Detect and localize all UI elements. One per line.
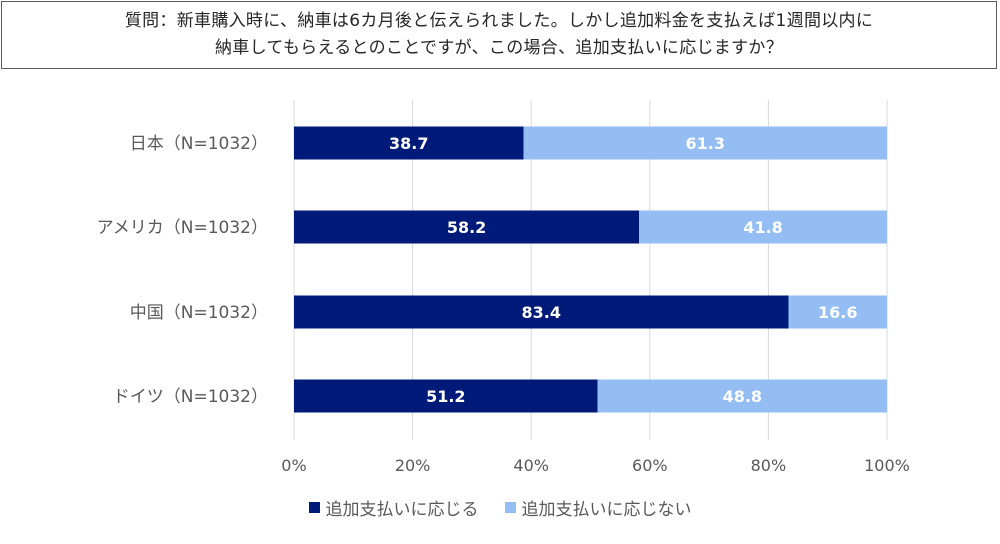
category-label: ドイツ（N=1032）	[113, 387, 268, 407]
bar-accept	[294, 295, 789, 329]
bar-accept	[294, 379, 598, 413]
question-box: 質問：新車購入時に、納車は6カ月後と伝えられました。しかし追加料金を支払えば1週…	[1, 1, 997, 69]
x-tick-label: 60%	[632, 456, 668, 475]
data-label: 83.4	[522, 303, 561, 322]
data-label: 38.7	[389, 134, 428, 153]
bar-decline	[639, 210, 887, 244]
labels: 0% 20% 40% 60% 80% 100% 日本（N=1032） アメリカ（N=1032）…	[97, 134, 910, 475]
x-tick-label: 100%	[864, 456, 910, 475]
category-label: 日本（N=1032）	[130, 134, 268, 154]
data-label: 41.8	[743, 218, 782, 237]
bar-decline	[788, 295, 887, 329]
legend-label-decline: 追加支払いに応じない	[521, 500, 692, 520]
x-tick-label: 0%	[281, 456, 306, 475]
legend: 追加支払いに応じる 追加支払いに応じない	[0, 495, 1000, 520]
x-tick-label: 80%	[751, 456, 787, 475]
data-label: 16.6	[818, 303, 857, 322]
bars	[294, 126, 887, 413]
legend-swatch-accept	[308, 502, 320, 513]
bar-accept	[294, 126, 524, 160]
legend-item-decline: 追加支払いに応じない	[504, 495, 692, 520]
data-label: 48.8	[723, 387, 762, 406]
category-label: アメリカ（N=1032）	[97, 218, 268, 238]
x-tick-label: 20%	[395, 456, 431, 475]
question-line-2: 納車してもらえるとのことですが、この場合、追加支払いに応じますか？	[214, 38, 783, 58]
bar-decline	[523, 126, 887, 160]
question-line-1: 質問：新車購入時に、納車は6カ月後と伝えられました。しかし追加料金を支払えば1週…	[124, 11, 874, 31]
data-label: 58.2	[447, 218, 486, 237]
data-label: 61.3	[686, 134, 725, 153]
legend-swatch-decline	[504, 502, 516, 513]
category-label: 中国（N=1032）	[130, 303, 268, 323]
legend-label-accept: 追加支払いに応じる	[325, 500, 479, 520]
bar-decline	[597, 379, 887, 413]
data-label: 51.2	[426, 387, 465, 406]
bar-accept	[294, 210, 640, 244]
legend-item-accept: 追加支払いに応じる	[308, 495, 479, 520]
x-tick-label: 40%	[513, 456, 549, 475]
